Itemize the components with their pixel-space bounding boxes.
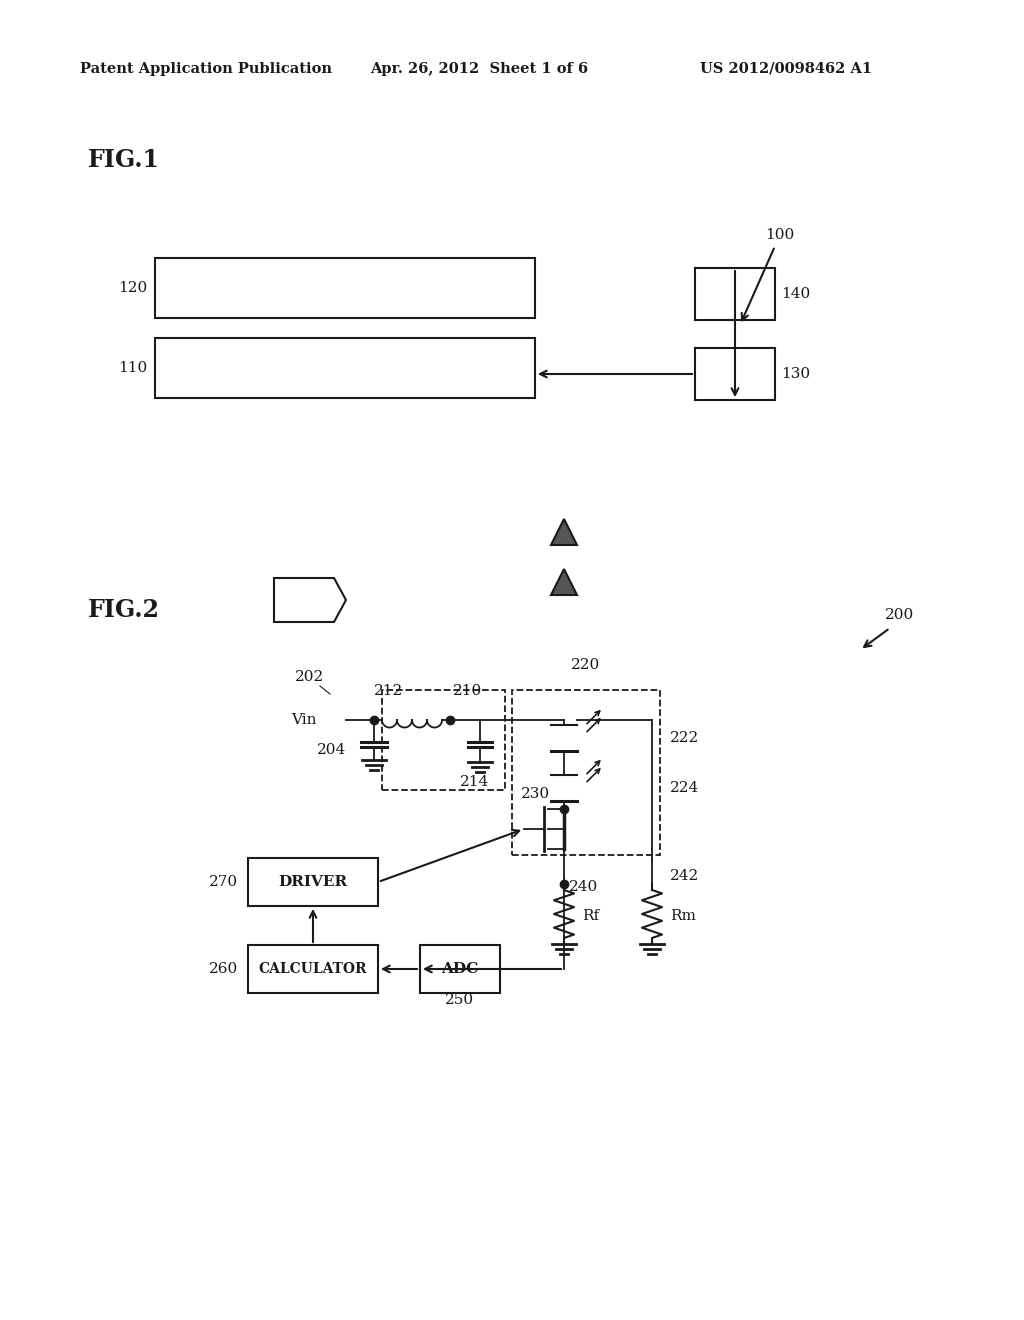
Text: 204: 204: [316, 743, 346, 756]
Text: 250: 250: [445, 993, 474, 1007]
Text: Rf: Rf: [582, 909, 599, 923]
Bar: [248, 858, 378, 906]
Bar: [420, 945, 500, 993]
Polygon shape: [551, 519, 577, 545]
Text: 224: 224: [670, 781, 699, 795]
Bar: [695, 348, 775, 400]
Text: FIG.2: FIG.2: [88, 598, 160, 622]
Text: 240: 240: [569, 880, 598, 894]
Text: 212: 212: [375, 684, 403, 698]
Bar: [382, 690, 505, 789]
Text: 210: 210: [454, 684, 482, 698]
Bar: [155, 338, 535, 399]
Bar: [155, 257, 535, 318]
Text: 130: 130: [781, 367, 810, 381]
Bar: [695, 268, 775, 319]
Text: 222: 222: [670, 731, 699, 744]
Text: 120: 120: [118, 281, 147, 294]
Text: 140: 140: [781, 286, 810, 301]
Text: 242: 242: [670, 869, 699, 883]
Text: 270: 270: [209, 875, 238, 888]
Text: 100: 100: [765, 228, 795, 242]
Text: 214: 214: [461, 775, 489, 789]
Text: ADC: ADC: [441, 962, 478, 975]
Text: 260: 260: [209, 962, 238, 975]
Text: Rm: Rm: [670, 909, 696, 923]
Polygon shape: [551, 569, 577, 595]
Text: 220: 220: [571, 657, 601, 672]
Text: CALCULATOR: CALCULATOR: [259, 962, 368, 975]
Text: FIG.1: FIG.1: [88, 148, 160, 172]
Bar: [512, 690, 660, 855]
Text: Apr. 26, 2012  Sheet 1 of 6: Apr. 26, 2012 Sheet 1 of 6: [370, 62, 588, 77]
Text: 230: 230: [521, 787, 551, 801]
Text: 202: 202: [295, 671, 325, 684]
Text: Patent Application Publication: Patent Application Publication: [80, 62, 332, 77]
Text: US 2012/0098462 A1: US 2012/0098462 A1: [700, 62, 872, 77]
Text: 200: 200: [886, 609, 914, 622]
Text: Vin: Vin: [291, 713, 316, 727]
Bar: [248, 945, 378, 993]
Text: 110: 110: [118, 360, 147, 375]
Polygon shape: [274, 578, 346, 622]
Text: DRIVER: DRIVER: [279, 875, 347, 888]
